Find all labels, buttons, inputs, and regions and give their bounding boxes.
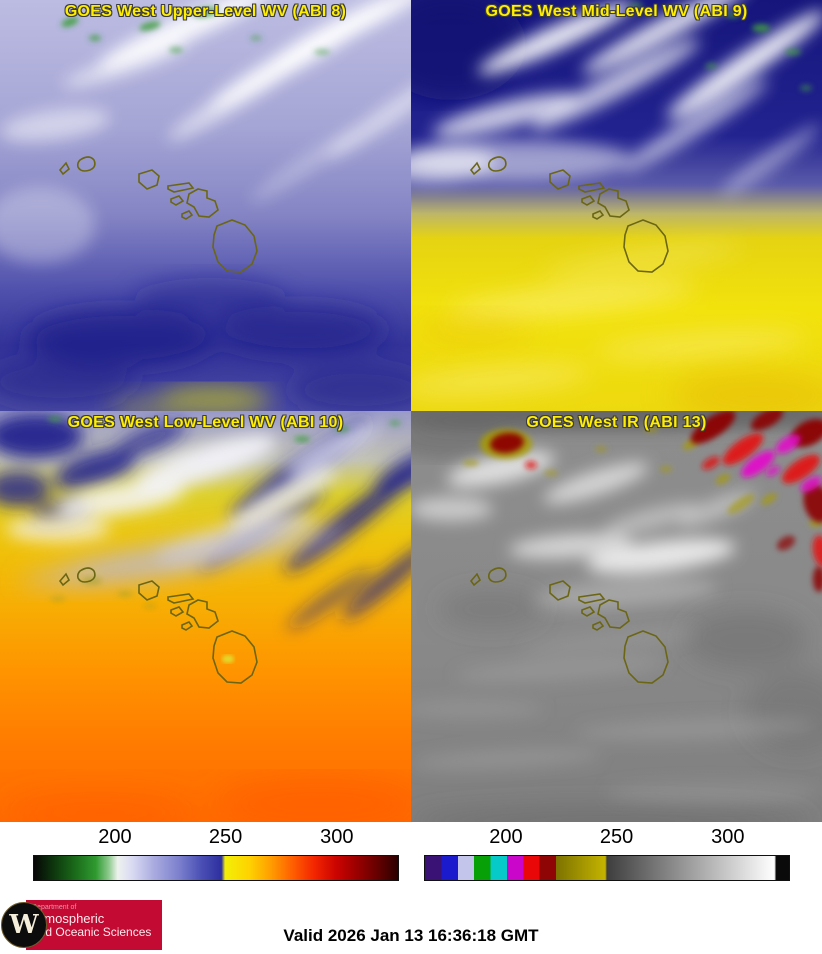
- wv-tick-250: 250: [208, 826, 243, 848]
- panel-title-abi8: GOES West Upper-Level WV (ABI 8): [64, 3, 347, 20]
- panel-ir: GOES West IR (ABI 13): [411, 411, 822, 822]
- footer: Department of Atmospheric and Oceanic Sc…: [0, 896, 822, 954]
- satellite-image-abi13: [411, 411, 822, 822]
- valid-time-label: Valid 2026 Jan 13 16:36:18 GMT: [283, 926, 539, 945]
- logo-text: Department of Atmospheric and Oceanic Sc…: [32, 904, 151, 939]
- uw-crest-icon: W: [1, 902, 47, 948]
- logo-line1: Atmospheric: [32, 910, 105, 926]
- wv-tick-200: 200: [98, 826, 132, 848]
- uw-crest-monogram: W: [9, 910, 39, 940]
- satellite-image-abi10: [0, 411, 411, 822]
- panel-title-abi10: GOES West Low-Level WV (ABI 10): [67, 414, 344, 431]
- ir-tick-300: 300: [711, 826, 745, 848]
- panel-upper-level-wv: GOES West Upper-Level WV (ABI 8): [0, 0, 411, 411]
- satellite-image-abi8: [0, 0, 411, 411]
- wv-colorbar-ticks: 200 250 300: [33, 826, 399, 852]
- logo-line2: and Oceanic Sciences: [32, 924, 152, 939]
- panel-title-abi13: GOES West IR (ABI 13): [526, 414, 707, 431]
- ir-colorbar-ticks: 200 250 300: [424, 826, 790, 852]
- colorbar-strip: 200 250 300 200 250 300: [0, 822, 822, 896]
- panel-mid-level-wv: GOES West Mid-Level WV (ABI 9): [411, 0, 822, 411]
- uw-aos-logo[interactable]: Department of Atmospheric and Oceanic Sc…: [0, 900, 162, 950]
- panel-low-level-wv: GOES West Low-Level WV (ABI 10): [0, 411, 411, 822]
- wv-tick-300: 300: [320, 826, 354, 848]
- logo-red-panel: [26, 900, 162, 950]
- ir-colorbar: [424, 855, 790, 881]
- satellite-image-abi9: [411, 0, 822, 411]
- ir-tick-250: 250: [599, 826, 634, 848]
- wv-colorbar-block: 200 250 300: [0, 822, 411, 896]
- wv-colorbar: [33, 855, 399, 881]
- panel-title-abi9: GOES West Mid-Level WV (ABI 9): [485, 3, 748, 20]
- logo-dept-label: Department of: [32, 904, 77, 911]
- ir-tick-200: 200: [489, 826, 523, 848]
- ir-colorbar-block: 200 250 300: [411, 822, 822, 896]
- panel-grid: GOES West Upper-Level WV (ABI 8): [0, 0, 822, 822]
